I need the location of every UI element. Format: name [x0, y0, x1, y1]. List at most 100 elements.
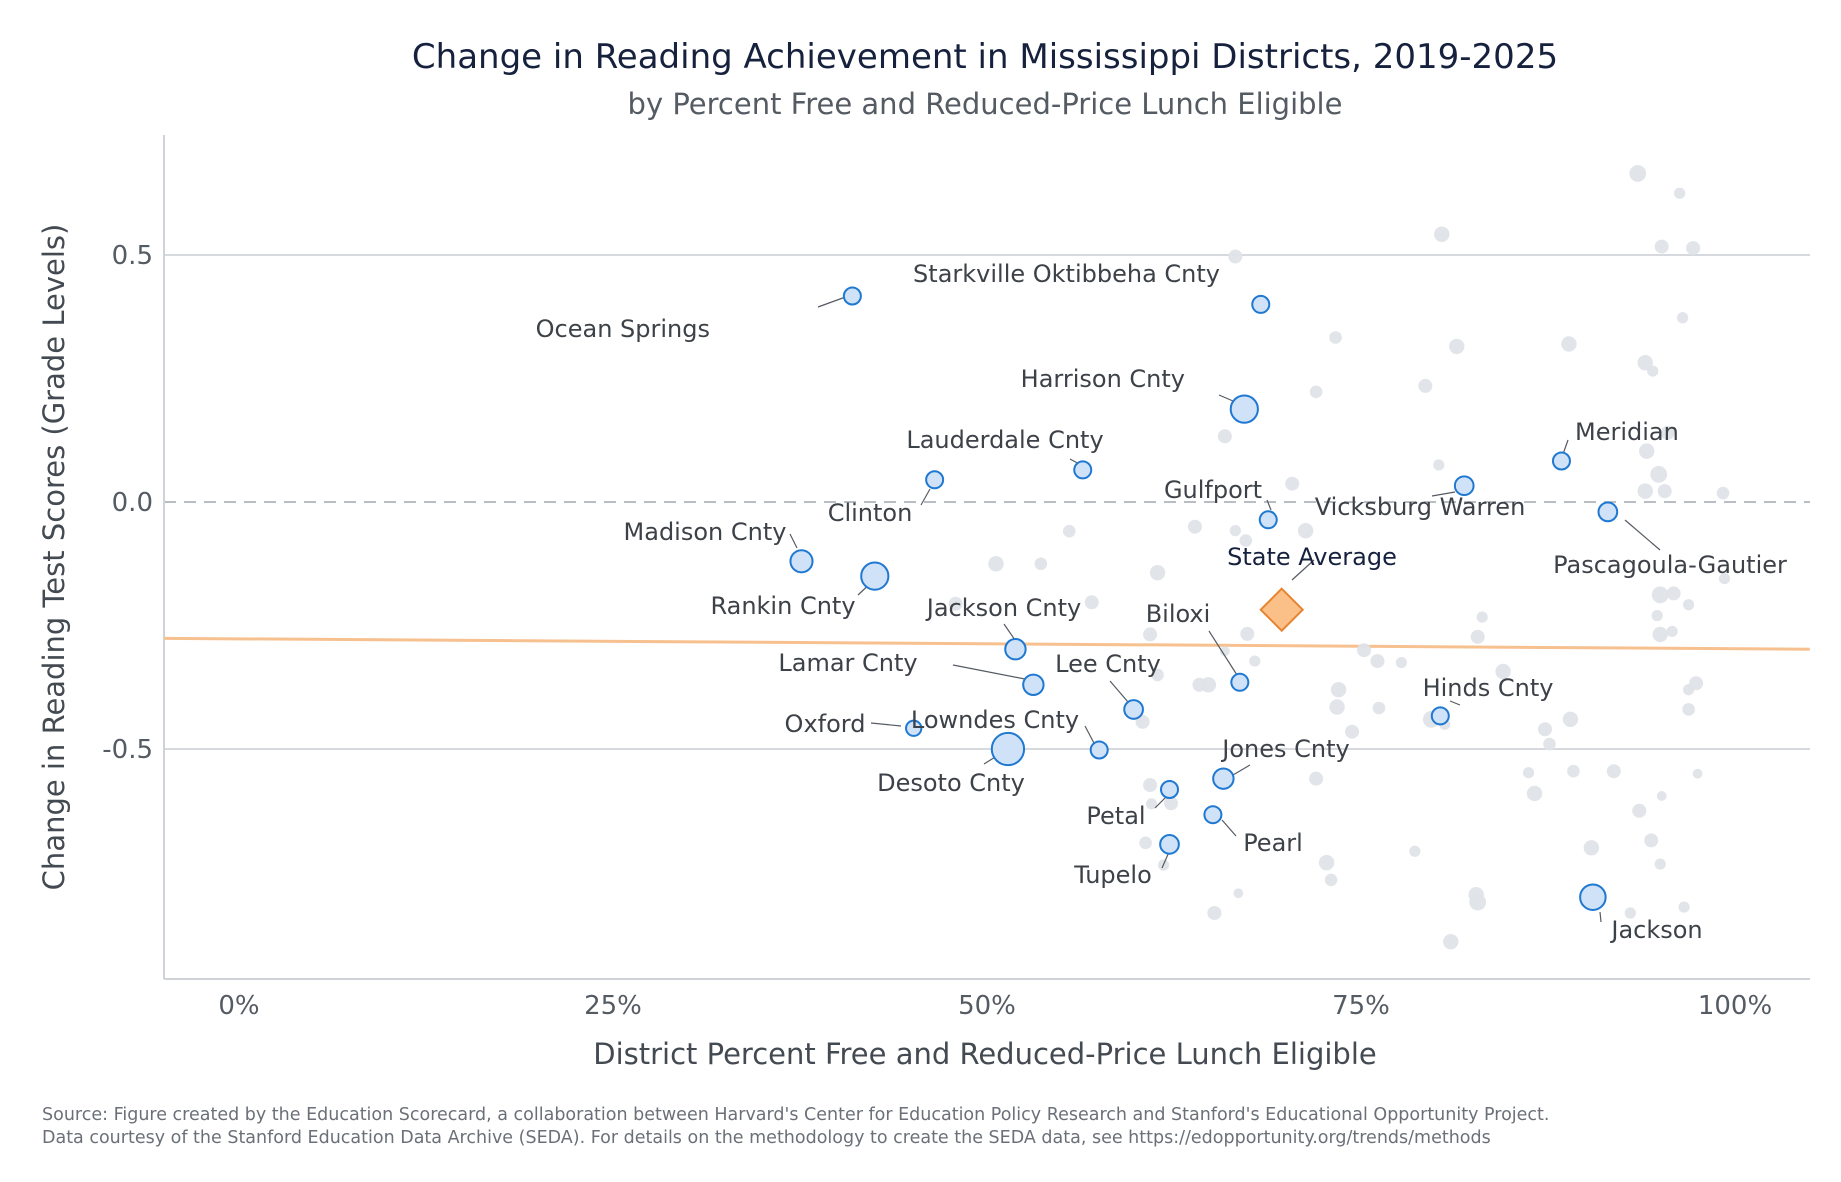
background-point [1476, 611, 1488, 623]
background-point [1034, 557, 1048, 571]
y-tick-label: 0.5 [112, 241, 153, 271]
district-point [905, 719, 923, 737]
tick-layer: 0.5 0.0 -0.5 0% 25% 50% 75% 100% [102, 241, 1772, 1021]
background-point [1151, 668, 1164, 682]
district-label: Vicksburg Warren [1315, 493, 1526, 521]
leader-line [1431, 491, 1456, 497]
background-point [1434, 226, 1450, 242]
background-point [1356, 643, 1371, 658]
district-point [1258, 510, 1278, 530]
background-point [1567, 764, 1580, 778]
state-average-leader [1291, 559, 1315, 581]
background-point [1062, 524, 1076, 538]
leader-line [870, 722, 902, 727]
background-point [1370, 654, 1385, 669]
district-label: Jones Cnty [1220, 735, 1349, 763]
district-label: Starkville Oktibbeha Cnty [913, 260, 1220, 288]
background-point [1538, 722, 1553, 737]
background-point [1543, 737, 1556, 751]
source-line-1: Source: Figure created by the Education … [42, 1105, 1549, 1125]
y-axis-label: Change in Reading Test Scores (Grade Lev… [37, 224, 71, 891]
background-point [1522, 767, 1535, 779]
leader-line [1449, 700, 1461, 706]
y-tick-label: -0.5 [102, 735, 153, 765]
background-point [1309, 385, 1323, 399]
state-average-layer: State Average [1227, 543, 1397, 633]
background-point [1624, 907, 1636, 919]
leader-line [1154, 795, 1168, 809]
district-point [1212, 767, 1235, 790]
background-point [1139, 836, 1152, 850]
background-point [1677, 312, 1689, 324]
state-average-marker [1259, 587, 1305, 633]
background-point [1686, 241, 1701, 256]
x-tick-label: 75% [1332, 991, 1390, 1021]
background-point [1678, 901, 1690, 913]
district-label: Harrison Cnty [1021, 365, 1185, 393]
district-label: Pascagoula-Gautier [1553, 551, 1787, 579]
background-point [1639, 443, 1655, 459]
district-label: Clinton [828, 499, 913, 527]
district-label: Desoto Cnty [877, 769, 1025, 797]
background-point [1229, 525, 1241, 537]
background-point [1217, 429, 1232, 444]
background-point [1692, 768, 1703, 779]
background-point [1143, 778, 1158, 793]
background-point [1395, 656, 1407, 669]
background-point [1647, 365, 1659, 377]
state-average-label: State Average [1227, 543, 1397, 571]
background-point [1145, 798, 1158, 810]
district-point [1430, 706, 1450, 726]
district-label: Lee Cnty [1055, 650, 1161, 678]
district-point [1251, 294, 1271, 314]
background-point [1143, 627, 1158, 642]
background-point [1285, 476, 1300, 491]
district-label: Madison Cnty [624, 518, 787, 546]
background-point [1372, 701, 1386, 715]
district-point [1229, 394, 1259, 424]
background-point [1329, 699, 1345, 715]
background-point [1084, 595, 1099, 610]
district-label: Jackson Cnty [925, 594, 1082, 622]
district-point [1597, 501, 1619, 523]
background-point [1443, 933, 1459, 950]
background-point [1656, 791, 1667, 801]
background-point [1324, 873, 1338, 887]
axis-layer [163, 135, 1810, 980]
background-point [1683, 599, 1695, 611]
background-point [1682, 703, 1695, 716]
leader-line [1599, 911, 1602, 923]
leader-line [1266, 499, 1272, 511]
district-point [860, 561, 890, 591]
district-point [1203, 805, 1223, 825]
source-line-2: Data courtesy of the Stanford Education … [42, 1128, 1491, 1148]
district-label: Gulfport [1164, 476, 1262, 504]
district-label: Petal [1086, 802, 1145, 830]
x-tick-label: 0% [218, 991, 259, 1021]
background-point [1330, 682, 1347, 698]
background-point [948, 596, 963, 611]
background-point [1309, 771, 1324, 786]
leader-line [920, 488, 931, 506]
x-axis-label: District Percent Free and Reduced-Price … [593, 1037, 1377, 1071]
leader-line [952, 664, 1031, 681]
district-point [925, 470, 945, 490]
leader-line [1624, 519, 1661, 551]
background-point [1654, 239, 1669, 254]
district-point [1159, 833, 1180, 855]
district-label: Lamar Cnty [778, 649, 917, 677]
district-label: Hinds Cnty [1423, 674, 1554, 702]
background-point [1632, 803, 1647, 818]
district-point [1123, 699, 1144, 720]
background-point [1219, 646, 1230, 657]
district-point [1089, 740, 1109, 760]
background-point [1666, 586, 1681, 601]
district-label: Rankin Cnty [710, 592, 855, 620]
background-point [1228, 249, 1243, 264]
district-point [1022, 673, 1045, 696]
leader-line [789, 533, 798, 549]
district-point [842, 286, 862, 306]
background-point [1135, 714, 1150, 729]
chart-subtitle: by Percent Free and Reduced-Price Lunch … [628, 87, 1343, 121]
